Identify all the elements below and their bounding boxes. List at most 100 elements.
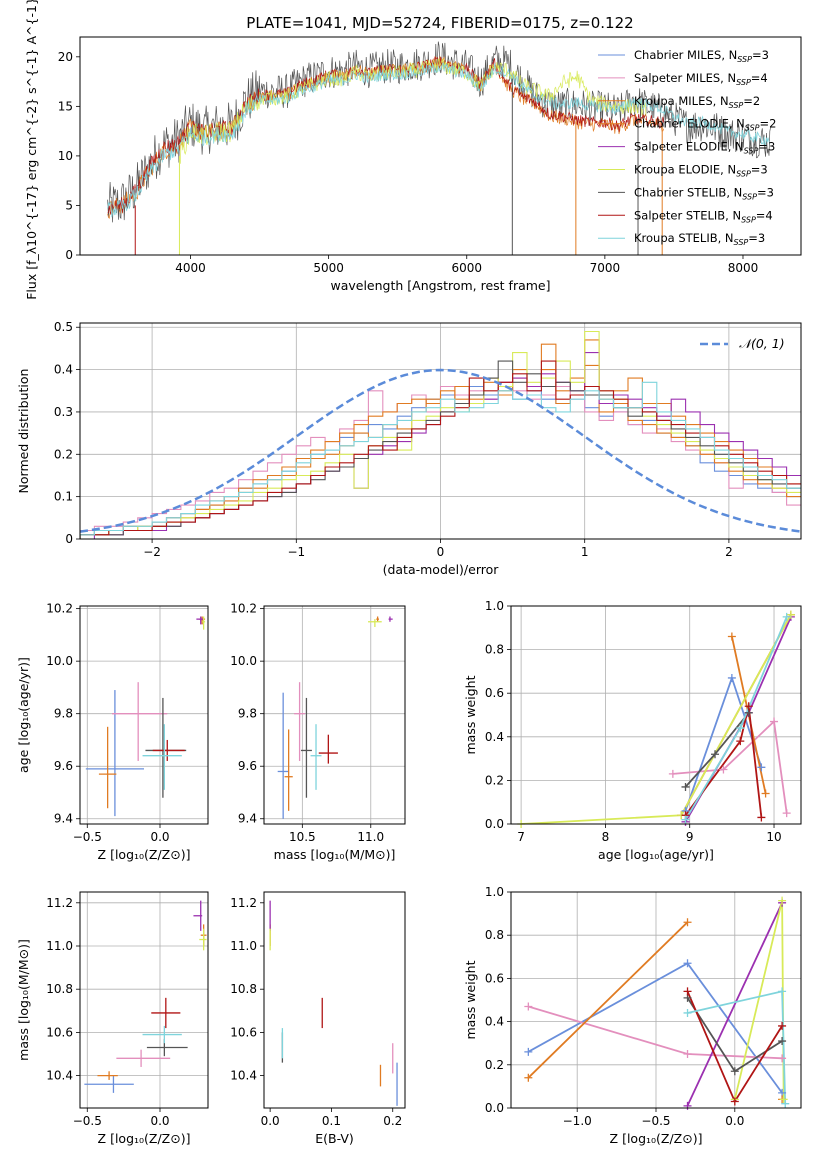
plot-area: [269, 900, 398, 1106]
weight-point: [778, 1037, 787, 1046]
x-axis-label: (data-model)/error: [383, 562, 500, 577]
y-tick-label: 0.2: [485, 773, 504, 787]
legend-entry: Salpeter STELIB, NSSP=4: [634, 208, 773, 224]
plot-area: [277, 616, 393, 819]
x-tick-label: 0.0: [150, 1114, 169, 1128]
legend-tail: =2: [743, 94, 760, 108]
weight-point: [736, 724, 745, 733]
y-tick-label: 0.0: [485, 1101, 504, 1115]
x-tick-label: 11.0: [357, 830, 384, 844]
x-axis-label: mass [log₁₀(M/M⊙)]: [274, 847, 396, 862]
y-tick-label: 9.6: [238, 759, 257, 773]
x-tick-label: 2: [725, 545, 733, 559]
weight-point: [524, 1073, 533, 1082]
weight-point: [730, 1067, 739, 1076]
y-tick-label: 9.6: [54, 759, 73, 773]
weight-point: [668, 769, 677, 778]
y-tick-label: 10.6: [46, 1025, 73, 1039]
weight-point: [778, 987, 787, 996]
histogram-step: [80, 364, 801, 539]
legend-text: Chabrier ELODIE, N: [634, 117, 745, 131]
spectrum-line: [107, 56, 665, 215]
axes-age-vs-Z: −0.5 0.0 9.4 9.6 9.8 10.0 10.2 Z [log₁₀(Z/Z⊙)] a…: [16, 602, 209, 862]
weight-line: [528, 1005, 783, 1060]
x-tick-label: 5000: [313, 261, 344, 275]
y-tick-label: 0: [65, 532, 73, 546]
x-tick-label: 0.0: [150, 830, 169, 844]
y-tick-label: 1.0: [485, 885, 504, 899]
x-tick-label: −0.5: [641, 1114, 670, 1128]
weight-point: [744, 702, 753, 711]
y-tick-label: 0: [65, 248, 73, 262]
y-tick-label: 0.6: [485, 686, 504, 700]
weight-point: [786, 610, 795, 619]
weight-point: [681, 782, 690, 791]
weight-point: [782, 809, 791, 818]
weight-point: [778, 1054, 787, 1063]
spectrum-line: [179, 58, 647, 164]
axes-mass-vs-Z: −0.5 0.0 10.4 10.6 10.8 11.0 11.2 Z [log₁₀(Z/Z⊙…: [16, 891, 209, 1146]
weight-point: [681, 815, 690, 824]
axes-frame: [79, 322, 802, 540]
weight-line: [684, 616, 788, 821]
weight-point: [736, 737, 745, 746]
y-tick-label: 11.0: [230, 939, 257, 953]
legend-subscript: SSP: [734, 238, 749, 247]
x-tick-label: −1: [287, 545, 305, 559]
weight-point: [711, 750, 720, 759]
axes-frame: [510, 605, 802, 825]
legend-tail: =3: [748, 231, 765, 245]
y-tick-label: 0.0: [485, 817, 504, 831]
axes-frame: [79, 891, 209, 1109]
y-tick-label: 9.8: [54, 707, 73, 721]
y-tick-label: 11.0: [46, 939, 73, 953]
y-tick-label: 0.2: [54, 447, 73, 461]
x-tick-label: −1.0: [563, 1114, 592, 1128]
weight-point: [683, 918, 692, 927]
legend-subscript: SSP: [736, 78, 751, 87]
y-tick-label: 11.2: [46, 896, 73, 910]
y-tick-label: 11.2: [230, 896, 257, 910]
axes-weight-vs-Z: −1.0 −0.5 0.0 0.0 0.2 0.4 0.6 0.8 1.0 Z [log₁₀(Z/…: [463, 885, 802, 1146]
y-tick-label: 0.8: [485, 928, 504, 942]
x-tick-label: 6000: [451, 261, 482, 275]
y-axis-label: Normed distribution: [16, 369, 31, 494]
weight-point: [683, 1008, 692, 1017]
weight-point: [757, 763, 766, 772]
axes-mass-vs-EBV: 0.0 0.1 0.2 10.4 10.6 10.8 11.0 11.2 E(B-V): [230, 891, 406, 1146]
legend-tail: =3: [757, 185, 774, 199]
plot-area: [521, 614, 792, 824]
weight-point: [757, 813, 766, 822]
y-tick-label: 20: [58, 50, 73, 64]
weight-point: [781, 1099, 790, 1108]
legend-tail: =3: [758, 140, 775, 154]
y-tick-label: 9.4: [54, 812, 73, 826]
axes-frame: [263, 605, 406, 825]
plot-area: [84, 900, 207, 1093]
legend-text: Salpeter ELODIE, N: [634, 140, 744, 154]
y-axis-label: mass weight: [463, 675, 478, 754]
weight-point: [524, 1002, 533, 1011]
y-axis-label: mass weight: [463, 960, 478, 1039]
weight-point: [727, 673, 736, 682]
axes-histogram: −2 −1 0 1 2 0 0.1 0.2 0.3 0.4 0.5 (data-model)/erro…: [16, 320, 802, 577]
x-tick-label: −0.5: [73, 1114, 102, 1128]
legend-entry: Chabrier STELIB, NSSP=3: [634, 185, 774, 201]
x-tick-label: 8000: [728, 261, 759, 275]
weight-point: [524, 1047, 533, 1056]
weight-point: [782, 612, 791, 621]
weight-point: [683, 1050, 692, 1058]
legend-tail: =3: [751, 163, 768, 177]
axes-frame: [263, 891, 406, 1109]
legend-text: Chabrier MILES, N: [634, 48, 737, 62]
legend-tail: =4: [756, 208, 773, 222]
y-tick-label: 10.4: [46, 1069, 73, 1083]
weight-point: [683, 987, 692, 996]
legend-subscript: SSP: [742, 192, 757, 201]
y-tick-label: 10.2: [46, 602, 73, 616]
normal-curve: [80, 368, 801, 533]
weight-line: [684, 706, 763, 818]
histogram-step: [80, 330, 801, 539]
y-tick-label: 10: [58, 149, 73, 163]
legend-subscript: SSP: [736, 170, 751, 179]
